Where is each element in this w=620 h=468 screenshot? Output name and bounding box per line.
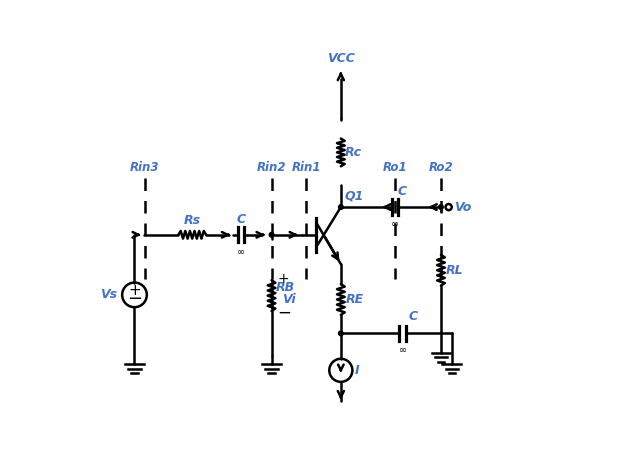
Circle shape — [438, 205, 443, 209]
Text: −: − — [127, 290, 142, 308]
Text: C: C — [409, 309, 418, 322]
Text: RB: RB — [276, 281, 295, 294]
Text: Rin1: Rin1 — [291, 161, 321, 174]
Text: Ro2: Ro2 — [428, 161, 453, 174]
Circle shape — [339, 331, 343, 336]
Text: Ro1: Ro1 — [383, 161, 407, 174]
Text: $\infty$: $\infty$ — [390, 218, 399, 228]
Text: Q1: Q1 — [345, 189, 364, 202]
Text: Rs: Rs — [184, 214, 201, 227]
Text: Rin3: Rin3 — [130, 161, 159, 174]
Text: RE: RE — [345, 293, 363, 306]
Text: +: + — [128, 283, 141, 298]
Text: VCC: VCC — [327, 52, 355, 66]
Text: +: + — [278, 272, 290, 285]
Text: Rin2: Rin2 — [257, 161, 286, 174]
Text: I: I — [355, 364, 360, 377]
Text: C: C — [398, 185, 407, 198]
Text: $\infty$: $\infty$ — [236, 246, 246, 256]
Text: −: − — [278, 304, 291, 322]
Text: Rc: Rc — [345, 146, 361, 159]
Text: Vo: Vo — [454, 201, 471, 213]
Circle shape — [339, 205, 343, 209]
Text: Vi: Vi — [282, 293, 296, 306]
Text: C: C — [236, 212, 246, 226]
Text: RL: RL — [446, 264, 463, 277]
Circle shape — [269, 233, 274, 237]
Text: $\infty$: $\infty$ — [398, 344, 407, 354]
Text: Vs: Vs — [100, 288, 118, 301]
